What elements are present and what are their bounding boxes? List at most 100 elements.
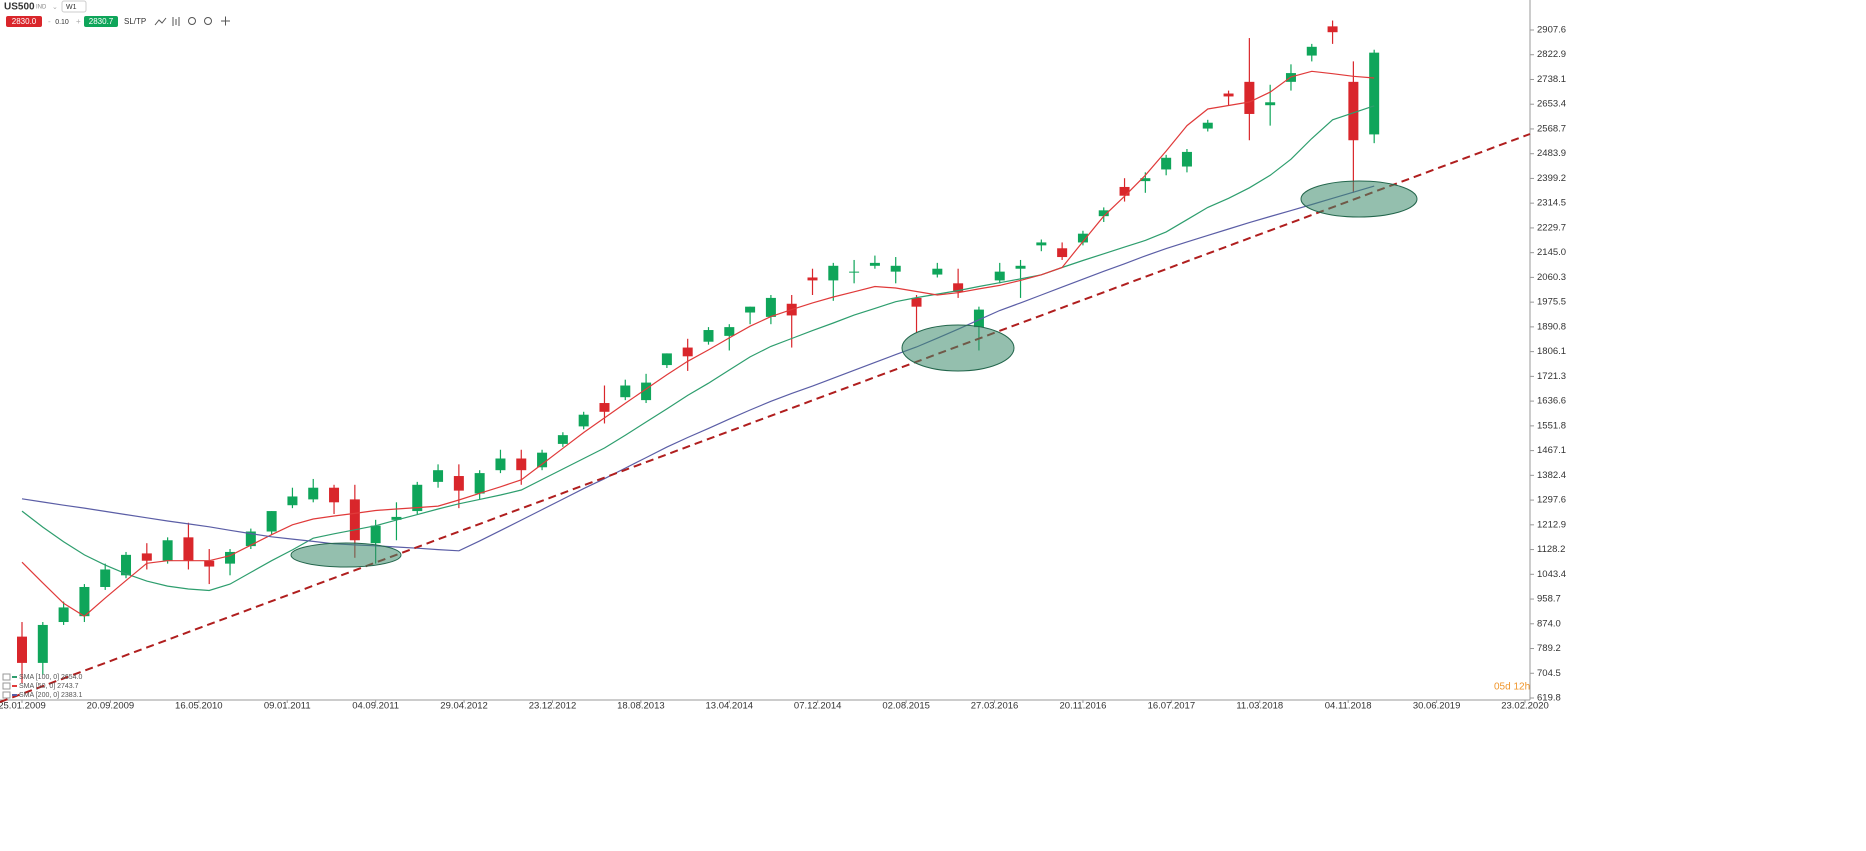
candle-body [1036, 242, 1047, 246]
candle-body [1306, 46, 1317, 56]
y-tick-label: 2314.5 [1537, 198, 1566, 209]
candle-body [204, 560, 215, 567]
y-tick-label: 1467.1 [1537, 445, 1566, 456]
y-tick-label: 874.0 [1537, 618, 1561, 629]
candle-body [599, 403, 610, 412]
candle-body [1098, 210, 1109, 217]
candle-body [308, 487, 319, 500]
y-tick-label: 704.5 [1537, 668, 1561, 679]
candle-body [849, 271, 860, 273]
candle-body [745, 306, 756, 313]
y-tick-label: 2822.9 [1537, 49, 1566, 60]
y-tick-label: 2907.6 [1537, 25, 1566, 36]
y-tick-label: 1212.9 [1537, 519, 1566, 530]
x-tick-label: 04.09.2011 [352, 701, 399, 712]
candle-body [911, 297, 922, 307]
candle-body [578, 414, 589, 427]
legend-swatch [12, 694, 17, 696]
sltp[interactable]: SL/TP [124, 17, 146, 26]
candle-body [495, 458, 506, 471]
support-zone [1300, 180, 1418, 218]
plus-button[interactable]: + [76, 17, 81, 26]
x-tick-label: 09.01.2011 [264, 701, 311, 712]
x-tick-label: 29.04.2012 [440, 701, 488, 712]
candle-body [724, 327, 735, 336]
x-tick-label: 23.12.2012 [529, 701, 577, 712]
volume[interactable]: 0.10 [55, 19, 69, 26]
candle-body [973, 309, 984, 328]
y-tick-label: 958.7 [1537, 594, 1561, 605]
x-tick-label: 18.08.2013 [617, 701, 665, 712]
buy-price[interactable]: 2830.7 [89, 17, 114, 26]
line-tool[interactable] [154, 17, 167, 26]
zoom-in[interactable] [204, 17, 212, 25]
sma-line [21, 185, 1375, 552]
candle-body [807, 277, 818, 281]
y-tick-label: 619.8 [1537, 693, 1561, 704]
candle-body [1223, 93, 1234, 97]
y-tick-label: 1128.2 [1537, 544, 1565, 555]
candle-body [1202, 122, 1213, 129]
legend-label: SMA [200, 0] 2383.1 [19, 692, 83, 699]
buy-button[interactable] [84, 16, 118, 27]
y-tick-label: 1636.6 [1537, 396, 1566, 407]
sma-line [21, 70, 1375, 617]
legend-swatch [12, 676, 17, 678]
candle-body [225, 551, 236, 564]
minus-button[interactable]: - [48, 17, 51, 26]
legend-icon [2, 673, 11, 681]
candle-body [1140, 178, 1151, 182]
candle-body [1119, 186, 1130, 196]
candle-body [391, 516, 402, 520]
candle-body [287, 496, 298, 506]
sma-line [21, 105, 1375, 592]
x-tick-label: 25.01.2009 [0, 701, 46, 712]
tool-icons[interactable] [154, 16, 230, 27]
y-tick-label: 789.2 [1537, 643, 1561, 654]
candle-body [37, 624, 48, 663]
crosshair[interactable] [221, 16, 230, 26]
y-tick-label: 2653.4 [1537, 99, 1566, 110]
x-tick-label: 11.03.2018 [1236, 701, 1283, 712]
candle-body [162, 540, 173, 561]
candle-tool[interactable] [172, 17, 180, 26]
legend-swatch [12, 685, 17, 687]
y-tick-label: 2229.7 [1537, 222, 1566, 233]
x-tick-label: 02.08.2015 [882, 701, 930, 712]
candle-body [183, 537, 194, 561]
x-tick-label: 23.02.2020 [1501, 701, 1549, 712]
candle-body [1327, 26, 1338, 33]
y-tick-label: 2738.1 [1537, 74, 1566, 85]
zoom-out[interactable] [188, 17, 196, 25]
candle-body [932, 268, 943, 275]
y-tick-label: 1043.4 [1537, 569, 1566, 580]
y-tick-label: 2568.7 [1537, 123, 1566, 134]
candle-body [1181, 151, 1192, 167]
legend-icon [2, 682, 11, 690]
y-tick-label: 2145.0 [1537, 247, 1566, 258]
y-tick-label: 1806.1 [1537, 346, 1566, 357]
candle-body [1265, 102, 1276, 106]
dropdown-arrow[interactable]: ⌄ [52, 4, 58, 11]
sell-button[interactable] [6, 16, 42, 27]
candle-body [682, 347, 693, 357]
candle-body [890, 265, 901, 272]
y-tick-label: 1975.5 [1537, 297, 1566, 308]
x-tick-label: 30.06.2019 [1413, 701, 1461, 712]
y-tick-label: 1297.6 [1537, 495, 1566, 506]
x-tick-label: 20.09.2009 [87, 701, 135, 712]
candle-body [620, 385, 631, 398]
symbol[interactable]: US500 [4, 2, 35, 13]
candle-body [17, 636, 27, 663]
countdown: 05d 12h [1494, 682, 1530, 693]
sell-price[interactable]: 2830.0 [12, 17, 37, 26]
support-zone [901, 324, 1015, 372]
y-tick-label: 2060.3 [1537, 272, 1566, 283]
y-tick-label: 1890.8 [1537, 321, 1566, 332]
interval[interactable]: W1 [66, 4, 77, 11]
x-tick-label: 07.12.2014 [794, 701, 842, 712]
interval-box[interactable] [61, 0, 87, 13]
